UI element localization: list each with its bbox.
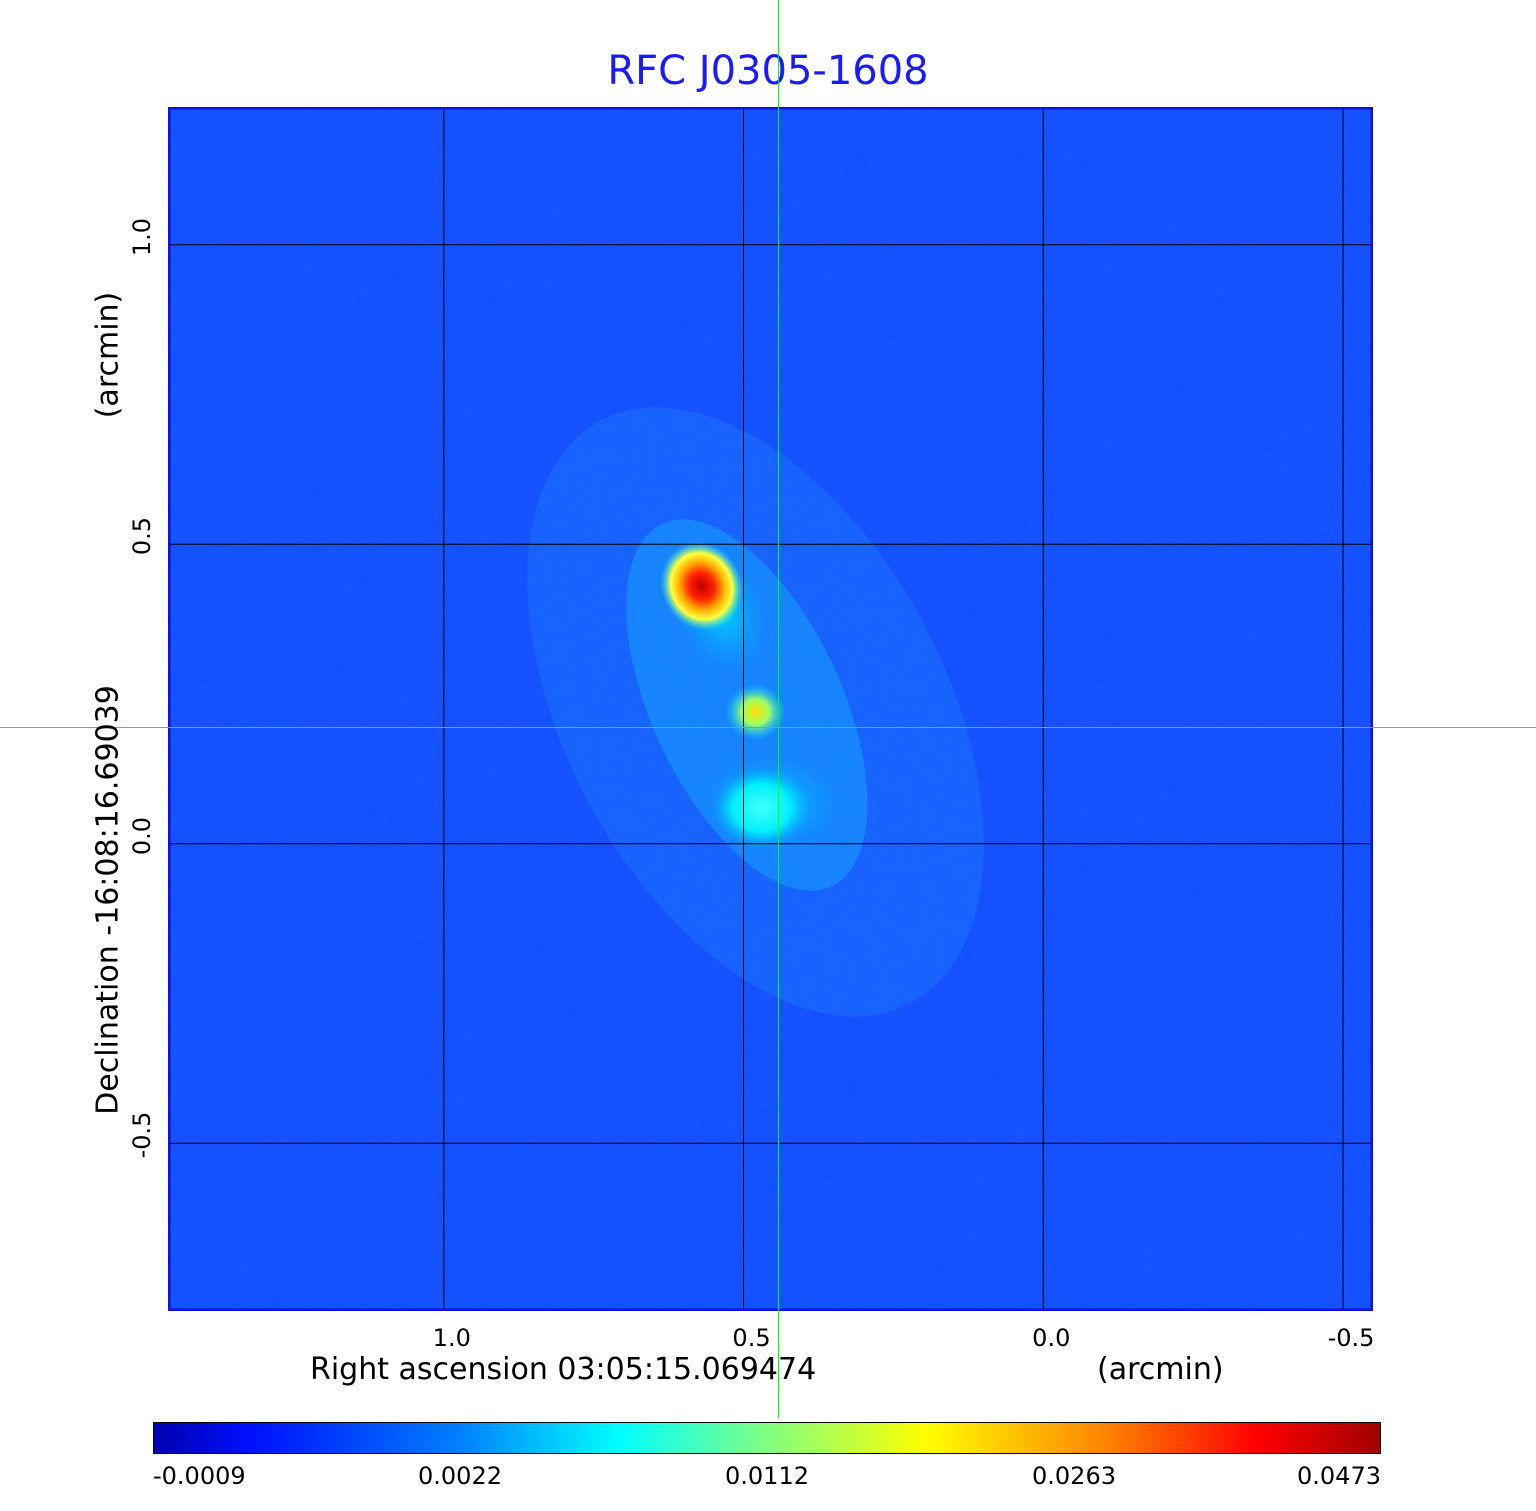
crosshair-horizontal [0,726,1536,728]
y-tick-label: 1.0 [128,217,156,256]
emission-layer [527,407,984,1017]
sky-image-panel[interactable] [168,107,1373,1311]
crosshair-vertical [777,0,779,1418]
x-tick-label: 0.0 [1032,1324,1071,1352]
colorbar-tick-label: 0.0022 [418,1462,502,1490]
y-tick-label: 0.0 [128,816,156,855]
colorbar-tick-label: 0.0112 [725,1462,809,1490]
source-component-2 [725,683,786,740]
y-axis-unit: (arcmin) [90,291,126,419]
x-axis-label: Right ascension 03:05:15.069474 [310,1352,817,1387]
colorbar-tick-label: 0.0263 [1032,1462,1116,1490]
source-component-3 [713,767,810,848]
y-tick-label: -0.5 [128,1111,156,1159]
sky-image[interactable] [168,107,1373,1311]
image-title: RFC J0305-1608 [607,48,929,94]
x-tick-label: -0.5 [1327,1324,1375,1352]
colorbar-tick-label: -0.0009 [153,1462,246,1490]
coordinate-grid [168,107,1373,1311]
colorbar [153,1422,1381,1454]
y-axis-label: Declination -16:08:16.69039 [90,685,126,1115]
y-tick-label: 0.5 [128,517,156,556]
x-axis-unit: (arcmin) [1097,1352,1224,1387]
image-frame [168,107,1373,1311]
colorbar-tick-label: 0.0473 [1297,1462,1381,1490]
source-component-1 [660,542,743,631]
x-tick-label: 1.0 [432,1324,471,1352]
x-tick-label: 0.5 [732,1324,771,1352]
